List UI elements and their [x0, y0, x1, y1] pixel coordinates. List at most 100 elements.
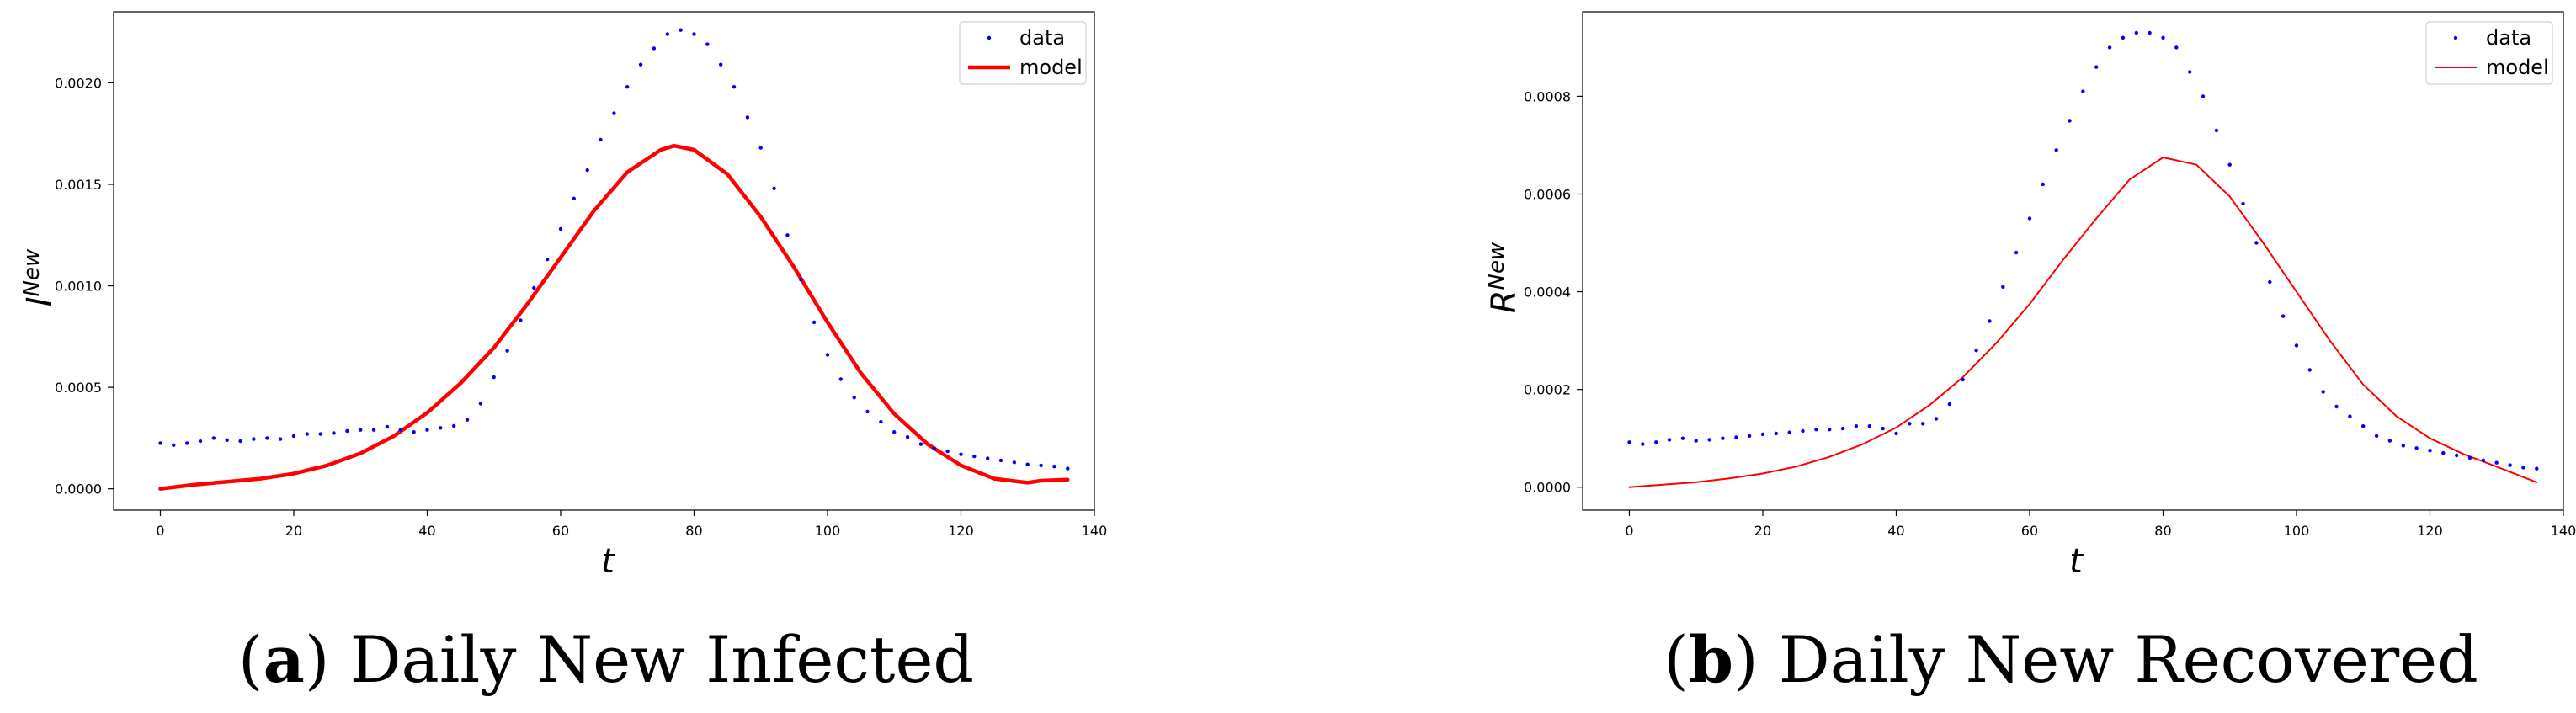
svg-text:RNew: RNew	[1484, 242, 1524, 313]
data-point	[625, 85, 630, 89]
legend-label-model: model	[2486, 56, 2549, 79]
data-point	[465, 418, 470, 422]
y-axis-label-superscript: New	[1484, 242, 1509, 290]
data-point	[2081, 89, 2085, 93]
data-point	[2361, 424, 2366, 428]
data-point	[652, 46, 657, 51]
data-point	[359, 428, 363, 432]
data-point	[812, 320, 817, 325]
data-point	[545, 258, 550, 262]
data-point	[1867, 424, 1871, 428]
data-point	[758, 146, 763, 150]
data-point	[1908, 422, 1912, 426]
x-tick-label: 20	[285, 523, 302, 539]
series-model	[158, 143, 1070, 491]
data-point	[1974, 349, 1978, 353]
data-point	[1988, 319, 1992, 323]
data-point	[1854, 424, 1859, 428]
data-point	[172, 443, 176, 447]
data-point	[1801, 428, 1805, 434]
data-point	[932, 446, 937, 450]
legend: data model	[959, 21, 1087, 85]
data-point	[252, 437, 256, 441]
data-point	[959, 452, 963, 456]
data-point	[2041, 182, 2045, 187]
x-tick-label: 20	[1754, 523, 1771, 539]
data-point	[2387, 439, 2392, 443]
legend: data model	[2425, 21, 2553, 85]
data-point	[1828, 428, 1832, 432]
series-data	[1627, 30, 2539, 471]
data-point	[1721, 436, 1725, 440]
data-point	[1654, 440, 1658, 444]
x-tick-label: 40	[418, 523, 435, 539]
x-tick-label: 0	[156, 523, 164, 539]
panel-caption: (a) Daily New Infected	[238, 622, 974, 697]
x-tick-label: 140	[1082, 523, 1108, 539]
legend-marker-data	[2453, 35, 2458, 40]
data-point	[2428, 449, 2432, 453]
data-point	[1012, 460, 1017, 465]
data-point	[1707, 438, 1711, 442]
legend-label-data: data	[1019, 26, 1065, 50]
data-point	[892, 430, 897, 434]
data-point	[1774, 431, 1778, 436]
data-point	[2188, 70, 2192, 74]
data-point	[1066, 466, 1070, 471]
data-point	[2348, 414, 2352, 418]
data-point	[332, 431, 336, 435]
data-point	[345, 428, 349, 434]
data-point	[2441, 450, 2446, 455]
y-tick-label: 0.0005	[55, 380, 102, 396]
data-point	[478, 402, 483, 406]
x-tick-label: 40	[1887, 523, 1904, 539]
x-axis-ticks: 0 20 40 60 80 100 120 140	[1625, 510, 2576, 539]
plot-frame	[1582, 11, 2564, 511]
data-point	[1961, 377, 1965, 382]
data-point	[2334, 404, 2339, 409]
data-point	[385, 424, 390, 429]
y-axis-ticks: 0.0000 0.0005 0.0010 0.0015 0.0020	[55, 75, 114, 498]
y-tick-label: 0.0008	[1524, 88, 1571, 104]
y-tick-label: 0.0004	[1524, 285, 1571, 301]
data-point	[2001, 285, 2005, 289]
data-point	[558, 226, 563, 231]
data-point	[185, 441, 189, 445]
data-point	[211, 436, 216, 440]
data-point	[865, 409, 870, 414]
data-point	[278, 437, 283, 441]
data-point	[2107, 45, 2112, 50]
data-point	[492, 375, 496, 380]
x-tick-label: 100	[2284, 523, 2310, 539]
data-point	[1734, 435, 1738, 439]
data-point	[2027, 216, 2032, 221]
x-tick-label: 80	[685, 523, 702, 539]
data-point	[1934, 417, 1939, 421]
data-point	[2321, 390, 2325, 394]
panel-caption-text: Daily New Infected	[350, 622, 974, 697]
panel-letter: a	[263, 622, 305, 697]
data-point	[599, 137, 603, 142]
data-point	[2068, 119, 2072, 123]
data-point	[972, 454, 977, 459]
data-point	[638, 62, 643, 67]
data-point	[2508, 463, 2512, 467]
data-point	[2094, 65, 2099, 69]
data-point	[585, 168, 589, 173]
x-tick-label: 100	[815, 523, 841, 539]
data-point	[1814, 428, 1818, 432]
data-point	[318, 432, 322, 436]
data-point	[225, 438, 229, 442]
data-point	[1840, 426, 1845, 431]
data-point	[2374, 434, 2379, 438]
y-axis-ticks: 0.0000 0.0002 0.0004 0.0006 0.0008	[1524, 88, 1583, 496]
x-tick-label: 120	[948, 523, 974, 539]
data-point	[692, 32, 696, 36]
svg-text:INew: INew	[19, 248, 59, 306]
data-point	[1627, 440, 1631, 444]
x-tick-label: 0	[1625, 523, 1633, 539]
data-point	[1947, 402, 1952, 407]
data-point	[2214, 128, 2219, 133]
y-tick-label: 0.0002	[1524, 382, 1571, 398]
data-point	[505, 349, 509, 353]
